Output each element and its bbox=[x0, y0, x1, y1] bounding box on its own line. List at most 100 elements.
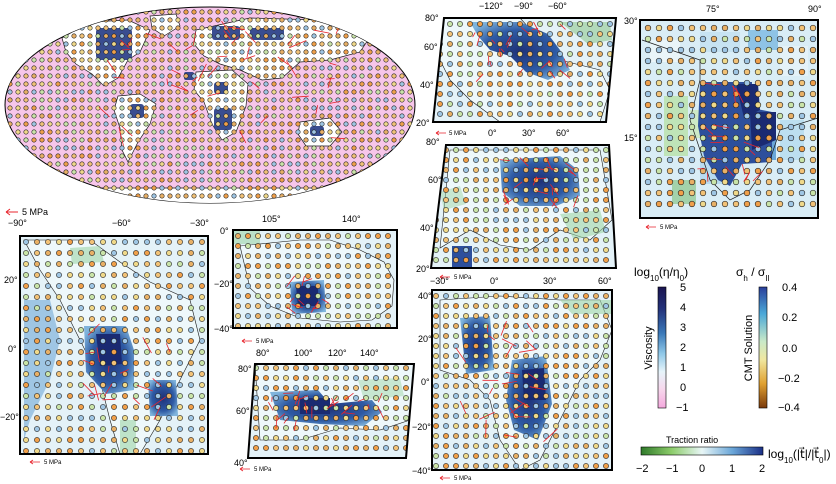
traction-dot bbox=[89, 371, 95, 377]
traction-dot bbox=[399, 97, 405, 103]
traction-dot bbox=[263, 365, 269, 371]
stress-arrow bbox=[228, 26, 245, 31]
traction-dot bbox=[367, 9, 373, 15]
traction-dot bbox=[303, 129, 309, 135]
traction-dot bbox=[67, 305, 73, 311]
stress-arrow bbox=[489, 61, 492, 67]
traction-dot bbox=[71, 73, 77, 79]
traction-dot bbox=[335, 323, 341, 328]
traction-dot bbox=[359, 9, 365, 15]
traction-dot bbox=[167, 49, 173, 55]
traction-dot bbox=[327, 97, 333, 103]
stress-arrow bbox=[82, 382, 95, 395]
traction-dot bbox=[239, 89, 245, 95]
traction-dot bbox=[55, 41, 61, 47]
traction-dot bbox=[183, 25, 189, 31]
traction-dot bbox=[677, 123, 685, 131]
traction-dot bbox=[23, 250, 29, 256]
traction-dot bbox=[275, 253, 281, 259]
traction-dot bbox=[23, 239, 29, 245]
traction-dot bbox=[732, 167, 740, 175]
traction-dot bbox=[55, 97, 61, 103]
traction-dot bbox=[493, 413, 499, 419]
traction-dot bbox=[315, 293, 321, 299]
traction-dot bbox=[144, 305, 150, 311]
traction-dot bbox=[351, 57, 357, 63]
traction-dot bbox=[563, 383, 569, 389]
traction-dot bbox=[407, 65, 413, 71]
traction-dot bbox=[603, 463, 609, 469]
traction-dot bbox=[507, 81, 513, 87]
traction-dot bbox=[473, 453, 479, 459]
traction-dot bbox=[351, 193, 357, 199]
traction-dot bbox=[597, 41, 603, 47]
traction-dot bbox=[191, 113, 197, 119]
traction-dot bbox=[359, 161, 365, 167]
traction-dot bbox=[493, 353, 499, 359]
traction-dot bbox=[677, 145, 685, 153]
traction-dot bbox=[39, 9, 45, 15]
traction-dot bbox=[473, 463, 479, 469]
traction-dot bbox=[271, 129, 277, 135]
traction-dot bbox=[111, 448, 117, 454]
traction-dot bbox=[443, 423, 449, 429]
traction-dot bbox=[31, 161, 37, 167]
traction-dot bbox=[399, 73, 405, 79]
traction-dot bbox=[335, 33, 341, 39]
traction-dot bbox=[335, 177, 341, 183]
traction-dot bbox=[166, 393, 172, 399]
traction-dot bbox=[155, 371, 161, 377]
traction-dot bbox=[177, 283, 183, 289]
traction-dot bbox=[295, 293, 301, 299]
traction-dot bbox=[263, 445, 269, 451]
traction-dot bbox=[563, 323, 569, 329]
traction-dot bbox=[443, 177, 449, 183]
traction-dot bbox=[453, 197, 459, 203]
traction-dot bbox=[23, 73, 29, 79]
stress-arrow bbox=[94, 385, 100, 401]
traction-dot bbox=[144, 371, 150, 377]
traction-dot bbox=[47, 153, 53, 159]
traction-dot bbox=[383, 161, 389, 167]
traction-dot bbox=[23, 105, 29, 111]
traction-dot bbox=[175, 81, 181, 87]
traction-dot bbox=[79, 121, 85, 127]
traction-dot bbox=[573, 413, 579, 419]
traction-dot bbox=[159, 105, 165, 111]
traction-dot bbox=[603, 443, 609, 449]
stress-arrow bbox=[549, 198, 558, 209]
traction-dot bbox=[231, 137, 237, 143]
traction-dot bbox=[533, 453, 539, 459]
traction-dot bbox=[135, 33, 141, 39]
traction-dot bbox=[603, 197, 609, 203]
traction-dot bbox=[473, 177, 479, 183]
traction-dot bbox=[765, 112, 773, 120]
traction-dot bbox=[279, 49, 285, 55]
stress-arrow bbox=[260, 115, 268, 124]
traction-dot bbox=[721, 90, 729, 98]
traction-dot bbox=[343, 161, 349, 167]
traction-dot bbox=[343, 365, 349, 371]
traction-dot bbox=[523, 227, 529, 233]
traction-dot bbox=[473, 403, 479, 409]
traction-dot bbox=[39, 129, 45, 135]
panel-australia: 105° 140° 0° −20° −40° 5 MPa bbox=[214, 214, 398, 345]
traction-dot bbox=[183, 65, 189, 71]
traction-dot bbox=[513, 393, 519, 399]
traction-dot bbox=[732, 57, 740, 65]
traction-dot bbox=[122, 349, 128, 355]
traction-dot bbox=[133, 382, 139, 388]
traction-dot bbox=[655, 35, 663, 43]
traction-dot bbox=[239, 193, 245, 199]
traction-dot bbox=[597, 111, 603, 117]
na-lon-120: −120° bbox=[479, 1, 503, 11]
traction-dot bbox=[319, 153, 325, 159]
traction-dot bbox=[253, 435, 259, 441]
traction-dot bbox=[677, 46, 685, 54]
traction-dot bbox=[7, 89, 13, 95]
traction-dot bbox=[127, 57, 133, 63]
traction-dot bbox=[47, 145, 53, 151]
traction-dot bbox=[56, 415, 62, 421]
traction-dot bbox=[271, 17, 277, 23]
traction-dot bbox=[487, 91, 493, 97]
